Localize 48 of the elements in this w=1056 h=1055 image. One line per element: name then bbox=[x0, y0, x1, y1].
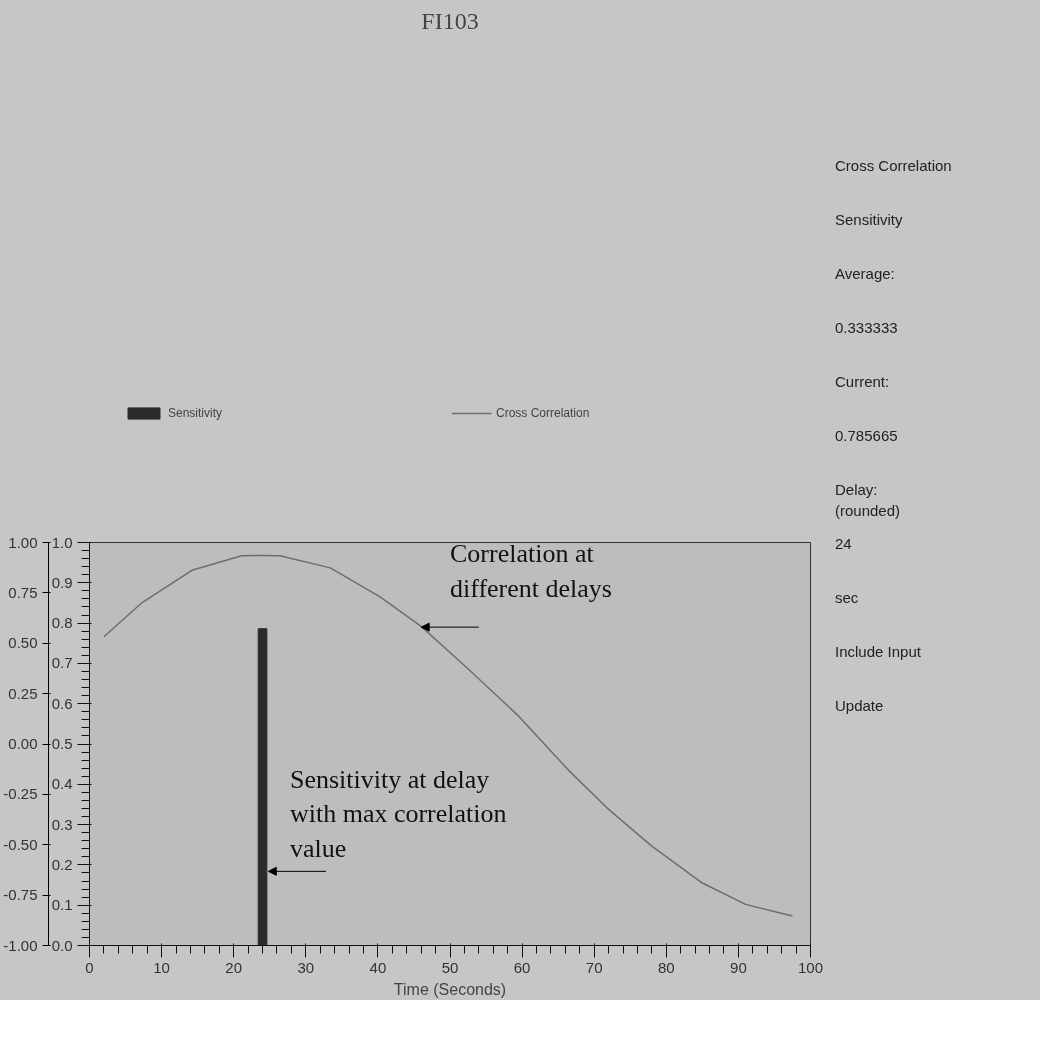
text: 0.333333 bbox=[835, 318, 898, 338]
annotation: Correlation at different delays bbox=[450, 539, 612, 603]
y-tick-label: 0.2 bbox=[51, 855, 73, 873]
x-tick-label: 0 bbox=[85, 958, 94, 976]
x-axis-title: Time (Seconds) bbox=[393, 980, 507, 998]
y2-tick-label: -0.75 bbox=[3, 886, 38, 904]
y-tick-label: 0.6 bbox=[51, 694, 73, 712]
y2-tick-label: -1.00 bbox=[3, 936, 38, 954]
x-tick-label: 100 bbox=[797, 958, 824, 976]
text: 24 bbox=[835, 534, 852, 554]
x-tick-label: 10 bbox=[153, 958, 170, 976]
y-tick-label: 0.1 bbox=[51, 896, 73, 914]
y2-tick-label: 0.50 bbox=[8, 634, 38, 652]
x-tick-label: 20 bbox=[225, 958, 243, 976]
x-tick-label: 60 bbox=[513, 958, 531, 976]
x-tick-label: 70 bbox=[585, 958, 603, 976]
text: Update bbox=[835, 696, 884, 716]
x-tick-label: 80 bbox=[657, 958, 675, 976]
x-tick-label: 30 bbox=[297, 958, 315, 976]
y-tick-label: 1.0 bbox=[51, 533, 73, 551]
y-tick-label: 0.5 bbox=[51, 735, 73, 752]
y-tick-label: 0.8 bbox=[51, 614, 73, 632]
legend-label: Cross Correlation bbox=[496, 405, 591, 420]
y-tick-label: 0.0 bbox=[51, 936, 73, 954]
text: Current: bbox=[835, 372, 890, 392]
chart-title: FI103 bbox=[421, 7, 479, 34]
text: Delay: (rounded) bbox=[835, 480, 901, 522]
text: Cross Correlation bbox=[835, 156, 952, 176]
text: 0.785665 bbox=[835, 426, 898, 446]
annotation: Sensitivity at delay with max correlation value bbox=[289, 764, 507, 864]
x-tick-label: 50 bbox=[441, 958, 459, 976]
text: sec bbox=[835, 588, 859, 608]
x-tick-label: 90 bbox=[730, 958, 747, 976]
y-tick-label: 0.7 bbox=[51, 654, 73, 672]
text: Include Input bbox=[835, 642, 921, 662]
y-tick-label: 0.4 bbox=[51, 775, 73, 793]
y2-tick-label: 0.25 bbox=[8, 684, 38, 702]
y2-tick-label: -0.25 bbox=[3, 785, 38, 803]
legend-label: Sensitivity bbox=[168, 405, 224, 420]
y2-tick-label: -0.50 bbox=[3, 835, 38, 853]
y-tick-label: 0.9 bbox=[51, 573, 73, 591]
y2-tick-label: 0.00 bbox=[8, 735, 38, 752]
y2-tick-label: 0.75 bbox=[8, 583, 38, 601]
x-tick-label: 40 bbox=[369, 958, 387, 976]
text: Average: bbox=[835, 264, 895, 284]
y-tick-label: 0.3 bbox=[51, 815, 73, 833]
y2-tick-label: 1.00 bbox=[8, 533, 38, 551]
text: Sensitivity bbox=[835, 210, 903, 230]
